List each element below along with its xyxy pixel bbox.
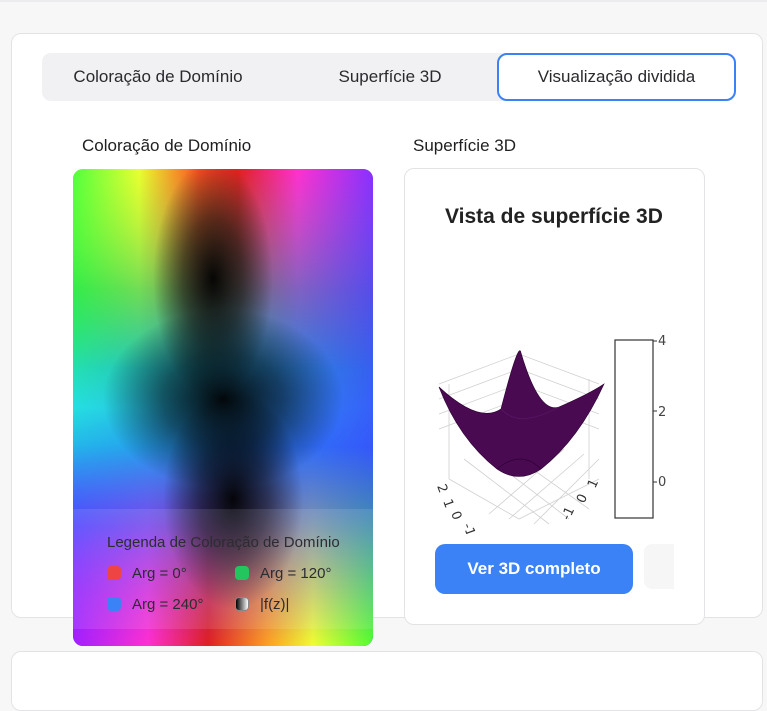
legend-item-arg-120: Arg = 120° [235, 565, 331, 582]
surface-title: Vista de superfície 3D [445, 205, 663, 228]
colorbar-tick-label: 4 [658, 334, 666, 349]
tab-split-view[interactable]: Visualização dividida [497, 53, 736, 101]
legend-green-swatch [235, 566, 249, 580]
view-full-3d-button[interactable]: Ver 3D completo [435, 544, 633, 594]
tab-surface-3d[interactable]: Superfície 3D [338, 67, 442, 86]
tab-domain-coloring[interactable]: Coloração de Domínio [73, 67, 243, 86]
colorbar [614, 339, 654, 519]
surface-plot[interactable]: 2 1 0 -1 -1 0 1 4 2 0 [429, 329, 689, 539]
legend-item-arg-240: Arg = 240° [107, 596, 203, 613]
legend-blue-swatch [107, 597, 121, 611]
legend-label: Arg = 0° [132, 565, 187, 582]
axis-tick-label: 1 [585, 477, 602, 491]
legend-item-modulus: |f(z)| [235, 596, 289, 613]
next-card [11, 651, 763, 711]
legend-label: Arg = 120° [260, 565, 332, 582]
surface-3d-heading: Superfície 3D [413, 136, 516, 155]
colorbar-ticks [653, 340, 657, 483]
legend-title: Legenda de Coloração de Domínio [107, 534, 340, 551]
legend-modulus-swatch [235, 597, 249, 611]
legend-label: |f(z)| [260, 596, 290, 613]
top-divider [0, 0, 767, 2]
axis-tick-label: -1 [559, 505, 578, 523]
axis-tick-label: 1 [439, 497, 456, 510]
colorbar-tick-label: 0 [658, 475, 666, 490]
axis-tick-label: 0 [574, 492, 591, 506]
legend-label: Arg = 240° [132, 596, 204, 613]
colorbar-tick-labels: 4 2 0 [658, 334, 666, 490]
surface-plot-svg: 2 1 0 -1 -1 0 1 4 2 0 [433, 334, 666, 539]
axis-tick-label: 0 [447, 509, 464, 522]
view-tabs: Coloração de Domínio Superfície 3D Visua… [42, 53, 736, 101]
secondary-button[interactable] [644, 544, 674, 589]
axis-tick-labels: 2 1 0 -1 -1 0 1 [433, 477, 602, 539]
domain-coloring-plot[interactable] [73, 169, 373, 646]
axis-tick-label: 2 [433, 482, 450, 495]
colorbar-tick-label: 2 [658, 405, 666, 420]
domain-coloring-heading: Coloração de Domínio [82, 136, 252, 155]
legend-red-swatch [107, 566, 121, 580]
legend-item-arg-0: Arg = 0° [107, 565, 187, 582]
surface-3d-card: Vista de superfície 3D [404, 168, 705, 625]
axis-tick-label: -1 [459, 521, 478, 534]
domain-coloring-image [73, 169, 373, 646]
